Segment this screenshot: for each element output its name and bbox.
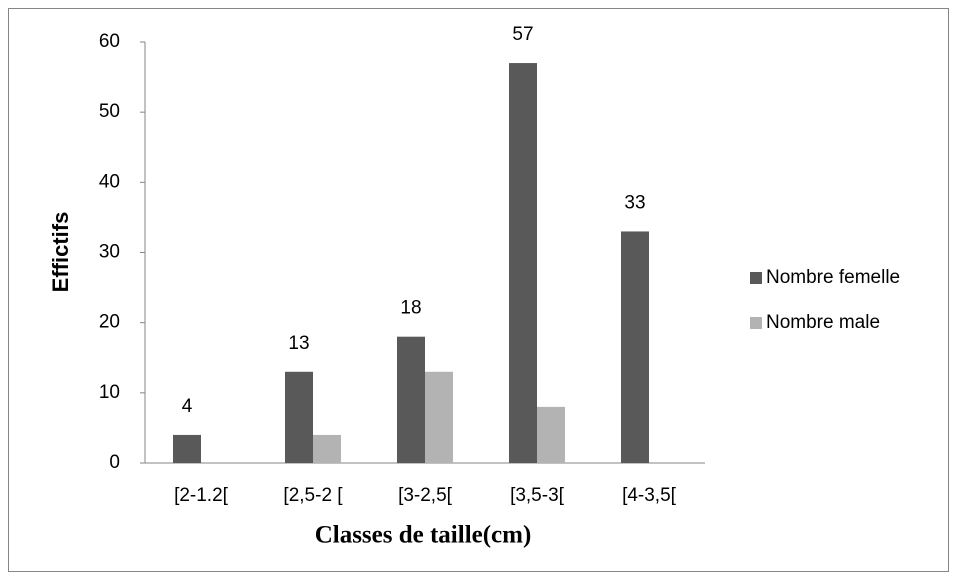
bar <box>173 434 201 463</box>
x-tick-label: [4-3,5[ <box>622 485 677 506</box>
bar <box>621 231 649 463</box>
data-label: 4 <box>182 396 193 417</box>
data-label: 33 <box>624 192 645 213</box>
bar <box>509 63 537 464</box>
bar <box>397 336 425 463</box>
x-tick-label: [3-2,5[ <box>398 485 453 506</box>
x-tick-label: [2-1.2[ <box>174 485 229 506</box>
x-axis-title: Classes de taille(cm) <box>315 522 532 549</box>
y-tick-label: 30 <box>99 242 120 263</box>
x-tick-label: [3,5-3[ <box>510 485 565 506</box>
legend-label: Nombre femelle <box>766 267 900 288</box>
y-tick-label: 0 <box>109 452 120 473</box>
y-axis-title: Effictifs <box>48 212 73 293</box>
data-label: 57 <box>512 24 533 45</box>
bar <box>313 434 341 463</box>
chart-border <box>8 8 949 572</box>
legend-swatch <box>750 272 762 284</box>
y-tick-label: 20 <box>99 312 120 333</box>
legend-swatch <box>750 317 762 329</box>
legend-label: Nombre male <box>766 312 880 333</box>
data-label: 13 <box>288 333 309 354</box>
y-tick-label: 40 <box>99 171 120 192</box>
bar <box>537 406 565 463</box>
x-tick-label: [2,5-2 [ <box>283 485 343 506</box>
y-tick-label: 60 <box>99 31 120 52</box>
y-tick-label: 50 <box>99 101 120 122</box>
data-label: 18 <box>400 298 421 319</box>
bar <box>285 371 313 463</box>
bar <box>425 371 453 463</box>
y-tick-label: 10 <box>99 382 120 403</box>
